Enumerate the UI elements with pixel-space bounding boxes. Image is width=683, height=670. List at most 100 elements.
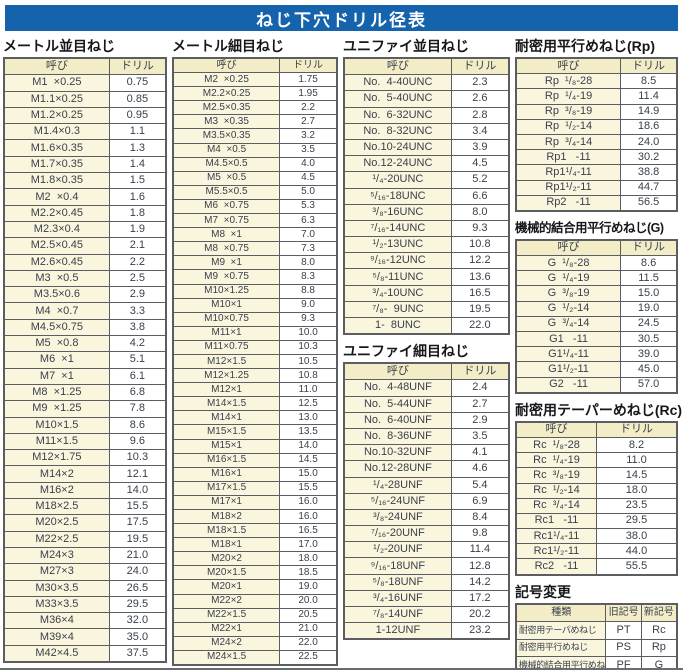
drill-size-cell: 3.5 [279, 142, 338, 158]
drill-size-cell: 3.8 [108, 318, 167, 337]
drill-size-cell: 17.0 [279, 537, 338, 553]
drill-size-cell: 12.2 [450, 252, 510, 270]
drill-size-cell: 0.95 [108, 106, 167, 125]
thread-size-cell: 耐密用テーパめねじ [515, 621, 607, 640]
column-metric-fine: メートル細目ねじ 呼び ドリル M2 ×0.25 1.75 M2.2×0.25 1.95 M… [172, 38, 338, 667]
thread-size-cell: Rc1 -11 [515, 512, 597, 530]
column-header: 呼び [515, 421, 597, 438]
table-row: M12×1 11.0 [172, 382, 338, 398]
table-row: M42×4.5 37.5 [3, 644, 167, 663]
thread-size-cell: M17×1.5 [172, 480, 281, 496]
drill-size-cell: Rc [640, 621, 678, 640]
drill-size-cell: 17.2 [450, 589, 510, 608]
column-header: 呼び [343, 57, 452, 76]
table-row: No. 5-44UNF 2.7 [343, 395, 510, 413]
thread-size-cell: ⁵/₈-11UNC [343, 268, 452, 286]
drill-size-cell: 11.5 [620, 270, 678, 287]
column-header: ドリル [279, 57, 338, 74]
column-header: 呼び [3, 57, 110, 76]
drill-size-cell: 55.5 [596, 558, 678, 576]
table-row: Rc ¹/₄-19 11.0 [515, 452, 678, 469]
thread-size-cell: G ³/₈-19 [515, 285, 622, 302]
drill-size-cell: 9.6 [108, 432, 167, 451]
drill-size-cell: 22.5 [279, 649, 338, 666]
drill-size-cell: 18.6 [620, 118, 678, 135]
drill-size-cell: 7.8 [108, 400, 167, 418]
drill-size-cell: 14.0 [279, 438, 338, 454]
drill-size-cell: 18.5 [279, 565, 338, 581]
drill-size-cell: 12.1 [108, 465, 167, 483]
thread-size-cell: ⁷/₁₆-20UNF [343, 525, 452, 543]
section-symbol-change: 記号変更 種類 旧記号 新記号 耐密用テーパめねじ PT Rc 耐密用平行めねじ PS Rp 機械… [515, 584, 678, 670]
table-row: M30×3.5 26.5 [3, 579, 167, 597]
drill-size-cell: 2.7 [450, 395, 510, 413]
drill-size-cell: 24.5 [620, 315, 678, 333]
column-header: ドリル [620, 57, 678, 75]
column-pipe-threads: 耐密用平行めねじ(Rp) 呼び ドリル Rp ¹/₈-28 8.5 Rp ¹/₄-19 1… [515, 38, 682, 670]
thread-size-cell: M15×1.5 [172, 424, 281, 440]
thread-size-cell: ³/₈-24UNF [343, 508, 452, 527]
drill-size-cell: 8.4 [450, 508, 510, 527]
thread-size-cell: M10×1.25 [172, 283, 281, 299]
table-row: ⁵/₁₆-24UNF 6.9 [343, 492, 510, 510]
drill-size-cell: 2.6 [450, 90, 510, 108]
table-row: No. 6-40UNF 2.9 [343, 411, 510, 429]
thread-size-cell: 耐密用平行めねじ [515, 638, 607, 658]
table-row: 耐密用テーパめねじ PT Rc [515, 621, 678, 640]
drill-size-cell: 29.5 [596, 512, 678, 530]
drill-size-cell: 8.2 [596, 436, 678, 454]
drill-size-cell: 1.5 [108, 172, 167, 190]
thread-size-cell: Rc ¹/₈-28 [515, 436, 597, 454]
table-row: Rp1¹/₄-11 38.8 [515, 164, 678, 181]
drill-size-cell: 23.2 [450, 622, 510, 640]
drill-size-cell: 13.0 [279, 410, 338, 426]
thread-size-cell: M8 ×1 [172, 227, 281, 243]
table-row: M22×2 20.0 [172, 593, 338, 609]
table-row: Rc ¹/₈-28 8.2 [515, 436, 678, 454]
drill-size-cell: 20.5 [279, 607, 338, 623]
thread-size-cell: Rp ¹/₄-19 [515, 88, 622, 105]
table-header-row: 呼び ドリル [515, 421, 678, 438]
table-row: No.10-32UNF 4.1 [343, 444, 510, 462]
thread-size-cell: M14×2 [3, 465, 110, 483]
table-row: M3 ×0.35 2.7 [172, 114, 338, 130]
thread-size-cell: ¹/₄-20UNC [343, 171, 452, 189]
drill-size-cell: 10.5 [279, 353, 338, 370]
section-title-rp: 耐密用平行めねじ(Rp) [515, 38, 655, 54]
drill-size-cell: 10.0 [279, 325, 338, 341]
table-row: ⁵/₁₆-18UNC 6.6 [343, 187, 510, 205]
drill-size-cell: 30.5 [620, 330, 678, 348]
drill-size-cell: 24.0 [108, 563, 167, 581]
table-row: ⁷/₈- 9UNC 19.5 [343, 300, 510, 319]
drill-size-cell: 21.0 [279, 621, 338, 637]
drill-size-cell: 12.5 [279, 396, 338, 412]
column-header: 呼び [172, 57, 281, 74]
thread-size-cell: M11×1.5 [3, 432, 110, 451]
thread-size-cell: M12×1.25 [172, 368, 281, 384]
drill-size-cell: 3.9 [450, 138, 510, 157]
drill-size-cell: 2.4 [450, 379, 510, 397]
drill-size-cell: Rp [640, 638, 678, 658]
table-header-row: 呼び ドリル [515, 239, 678, 257]
thread-size-cell: M39×4 [3, 628, 110, 646]
table-row: G1¹/₄-11 39.0 [515, 346, 678, 363]
thread-size-cell: M22×2 [172, 593, 281, 609]
table-row: M2.5×0.35 2.2 [172, 100, 338, 116]
table-row: M16×2 14.0 [3, 481, 167, 500]
table-row: M5 ×0.8 4.2 [3, 335, 167, 353]
drill-size-cell: 39.0 [620, 346, 678, 363]
table-row: M7 ×0.75 6.3 [172, 213, 338, 229]
drill-size-cell: 2.2 [279, 100, 338, 116]
thread-size-cell: No. 4-48UNF [343, 379, 452, 397]
drill-size-cell: 2.9 [108, 286, 167, 304]
drill-size-cell: 19.0 [620, 300, 678, 317]
thread-size-cell: Rc2 -11 [515, 558, 597, 576]
drill-size-cell: 4.2 [108, 335, 167, 353]
drill-size-cell: 3.5 [450, 427, 510, 446]
table-row: M24×1.5 22.5 [172, 649, 338, 666]
column-header: ドリル [450, 57, 510, 76]
table-row: Rc2 -11 55.5 [515, 558, 678, 576]
drill-size-cell: 11.0 [279, 382, 338, 398]
section-rp: 耐密用平行めねじ(Rp) 呼び ドリル Rp ¹/₈-28 8.5 Rp ¹/₄-19 1… [515, 38, 678, 212]
thread-size-cell: M4.5×0.5 [172, 156, 281, 172]
